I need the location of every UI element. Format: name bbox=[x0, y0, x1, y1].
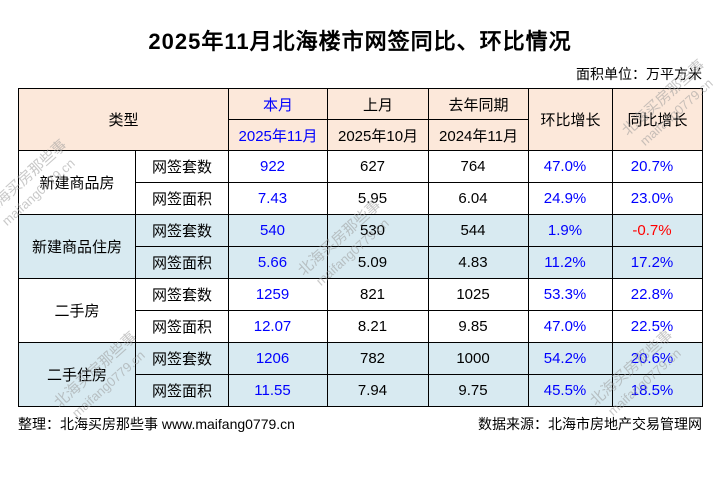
value-current: 12.07 bbox=[228, 310, 329, 343]
unit-note: 面积单位：万平方米 bbox=[576, 66, 702, 82]
header-prev-month: 上月 bbox=[327, 88, 430, 120]
footer-data-source: 数据来源：北海市房地产交易管理网 bbox=[478, 416, 702, 432]
value-yoy-growth: 23.0% bbox=[612, 182, 704, 215]
value-mom-growth: 47.0% bbox=[528, 150, 614, 183]
metric-label: 网签面积 bbox=[134, 310, 230, 343]
value-current: 1259 bbox=[228, 278, 329, 311]
value-current: 922 bbox=[228, 150, 329, 183]
table-row: 网签面积 12.07 8.21 9.85 47.0% 22.5% bbox=[19, 310, 704, 343]
value-prev: 8.21 bbox=[327, 310, 430, 343]
header-prev-month-date: 2025年10月 bbox=[327, 119, 430, 151]
value-yoy-growth: 20.7% bbox=[612, 150, 704, 183]
footer-credit: 整理：北海买房那些事 www.maifang0779.cn bbox=[18, 416, 295, 432]
value-yoy-growth: 20.6% bbox=[612, 342, 704, 375]
metric-label: 网签套数 bbox=[134, 342, 230, 375]
signing-data-table: 类型 本月 上月 去年同期 环比增长 同比增长 2025年11月 2025年10… bbox=[17, 88, 704, 407]
table-row: 新建商品住房 网签套数 540 530 544 1.9% -0.7% bbox=[18, 214, 704, 279]
header-row-1: 类型 本月 上月 去年同期 环比增长 同比增长 bbox=[17, 88, 704, 151]
value-last-year: 1000 bbox=[428, 342, 530, 375]
header-last-year-date: 2024年11月 bbox=[428, 119, 530, 151]
value-last-year: 544 bbox=[428, 214, 530, 247]
value-prev: 782 bbox=[327, 342, 430, 375]
metric-label: 网签套数 bbox=[134, 150, 230, 183]
table-row: 二手住房 网签套数 1206 782 1000 54.2% 20.6% bbox=[18, 342, 704, 407]
value-current: 1206 bbox=[228, 342, 329, 375]
header-last-year: 去年同期 bbox=[428, 88, 530, 120]
value-mom-growth: 24.9% bbox=[528, 182, 614, 215]
value-prev: 821 bbox=[327, 278, 430, 311]
table-row: 二手房 网签套数 1259 821 1025 53.3% 22.8% bbox=[18, 278, 704, 343]
value-mom-growth: 11.2% bbox=[528, 246, 614, 279]
value-mom-growth: 47.0% bbox=[528, 310, 614, 343]
value-last-year: 1025 bbox=[428, 278, 530, 311]
value-last-year: 4.83 bbox=[428, 246, 530, 279]
header-current-month: 本月 bbox=[228, 88, 329, 120]
value-current: 11.55 bbox=[228, 374, 329, 407]
header-mom-growth: 环比增长 bbox=[528, 88, 614, 151]
page-title: 2025年11月北海楼市网签同比、环比情况 bbox=[148, 29, 572, 54]
value-mom-growth: 53.3% bbox=[528, 278, 614, 311]
value-yoy-growth: -0.7% bbox=[612, 214, 704, 247]
value-mom-growth: 45.5% bbox=[528, 374, 614, 407]
table-row: 网签面积 7.43 5.95 6.04 24.9% 23.0% bbox=[19, 182, 704, 215]
metric-label: 网签套数 bbox=[134, 214, 230, 247]
header-current-month-date: 2025年11月 bbox=[228, 119, 329, 151]
value-prev: 5.09 bbox=[327, 246, 430, 279]
value-yoy-growth: 22.8% bbox=[612, 278, 704, 311]
group-label-secondhand-residential: 二手住房 bbox=[18, 342, 136, 407]
value-current: 7.43 bbox=[228, 182, 329, 215]
value-last-year: 6.04 bbox=[428, 182, 530, 215]
value-last-year: 9.85 bbox=[428, 310, 530, 343]
table-row: 网签面积 5.66 5.09 4.83 11.2% 17.2% bbox=[19, 246, 704, 279]
value-prev: 627 bbox=[327, 150, 430, 183]
value-prev: 7.94 bbox=[327, 374, 430, 407]
metric-label: 网签套数 bbox=[134, 278, 230, 311]
header-yoy-growth: 同比增长 bbox=[612, 88, 704, 151]
value-yoy-growth: 22.5% bbox=[612, 310, 704, 343]
header-type: 类型 bbox=[17, 88, 230, 151]
group-label-new-commercial: 新建商品房 bbox=[18, 150, 136, 215]
value-mom-growth: 1.9% bbox=[528, 214, 614, 247]
metric-label: 网签面积 bbox=[134, 246, 230, 279]
group-label-secondhand: 二手房 bbox=[18, 278, 136, 343]
table-row: 新建商品房 网签套数 922 627 764 47.0% 20.7% bbox=[18, 150, 704, 215]
value-last-year: 9.75 bbox=[428, 374, 530, 407]
value-last-year: 764 bbox=[428, 150, 530, 183]
header-row-2: 2025年11月 2025年10月 2024年11月 bbox=[19, 119, 703, 151]
group-label-new-residential: 新建商品住房 bbox=[18, 214, 136, 279]
value-current: 5.66 bbox=[228, 246, 329, 279]
value-yoy-growth: 17.2% bbox=[612, 246, 704, 279]
value-prev: 530 bbox=[327, 214, 430, 247]
value-current: 540 bbox=[228, 214, 329, 247]
metric-label: 网签面积 bbox=[134, 374, 230, 407]
value-mom-growth: 54.2% bbox=[528, 342, 614, 375]
table-row: 网签面积 11.55 7.94 9.75 45.5% 18.5% bbox=[19, 374, 704, 407]
metric-label: 网签面积 bbox=[134, 182, 230, 215]
value-yoy-growth: 18.5% bbox=[612, 374, 704, 407]
value-prev: 5.95 bbox=[327, 182, 430, 215]
